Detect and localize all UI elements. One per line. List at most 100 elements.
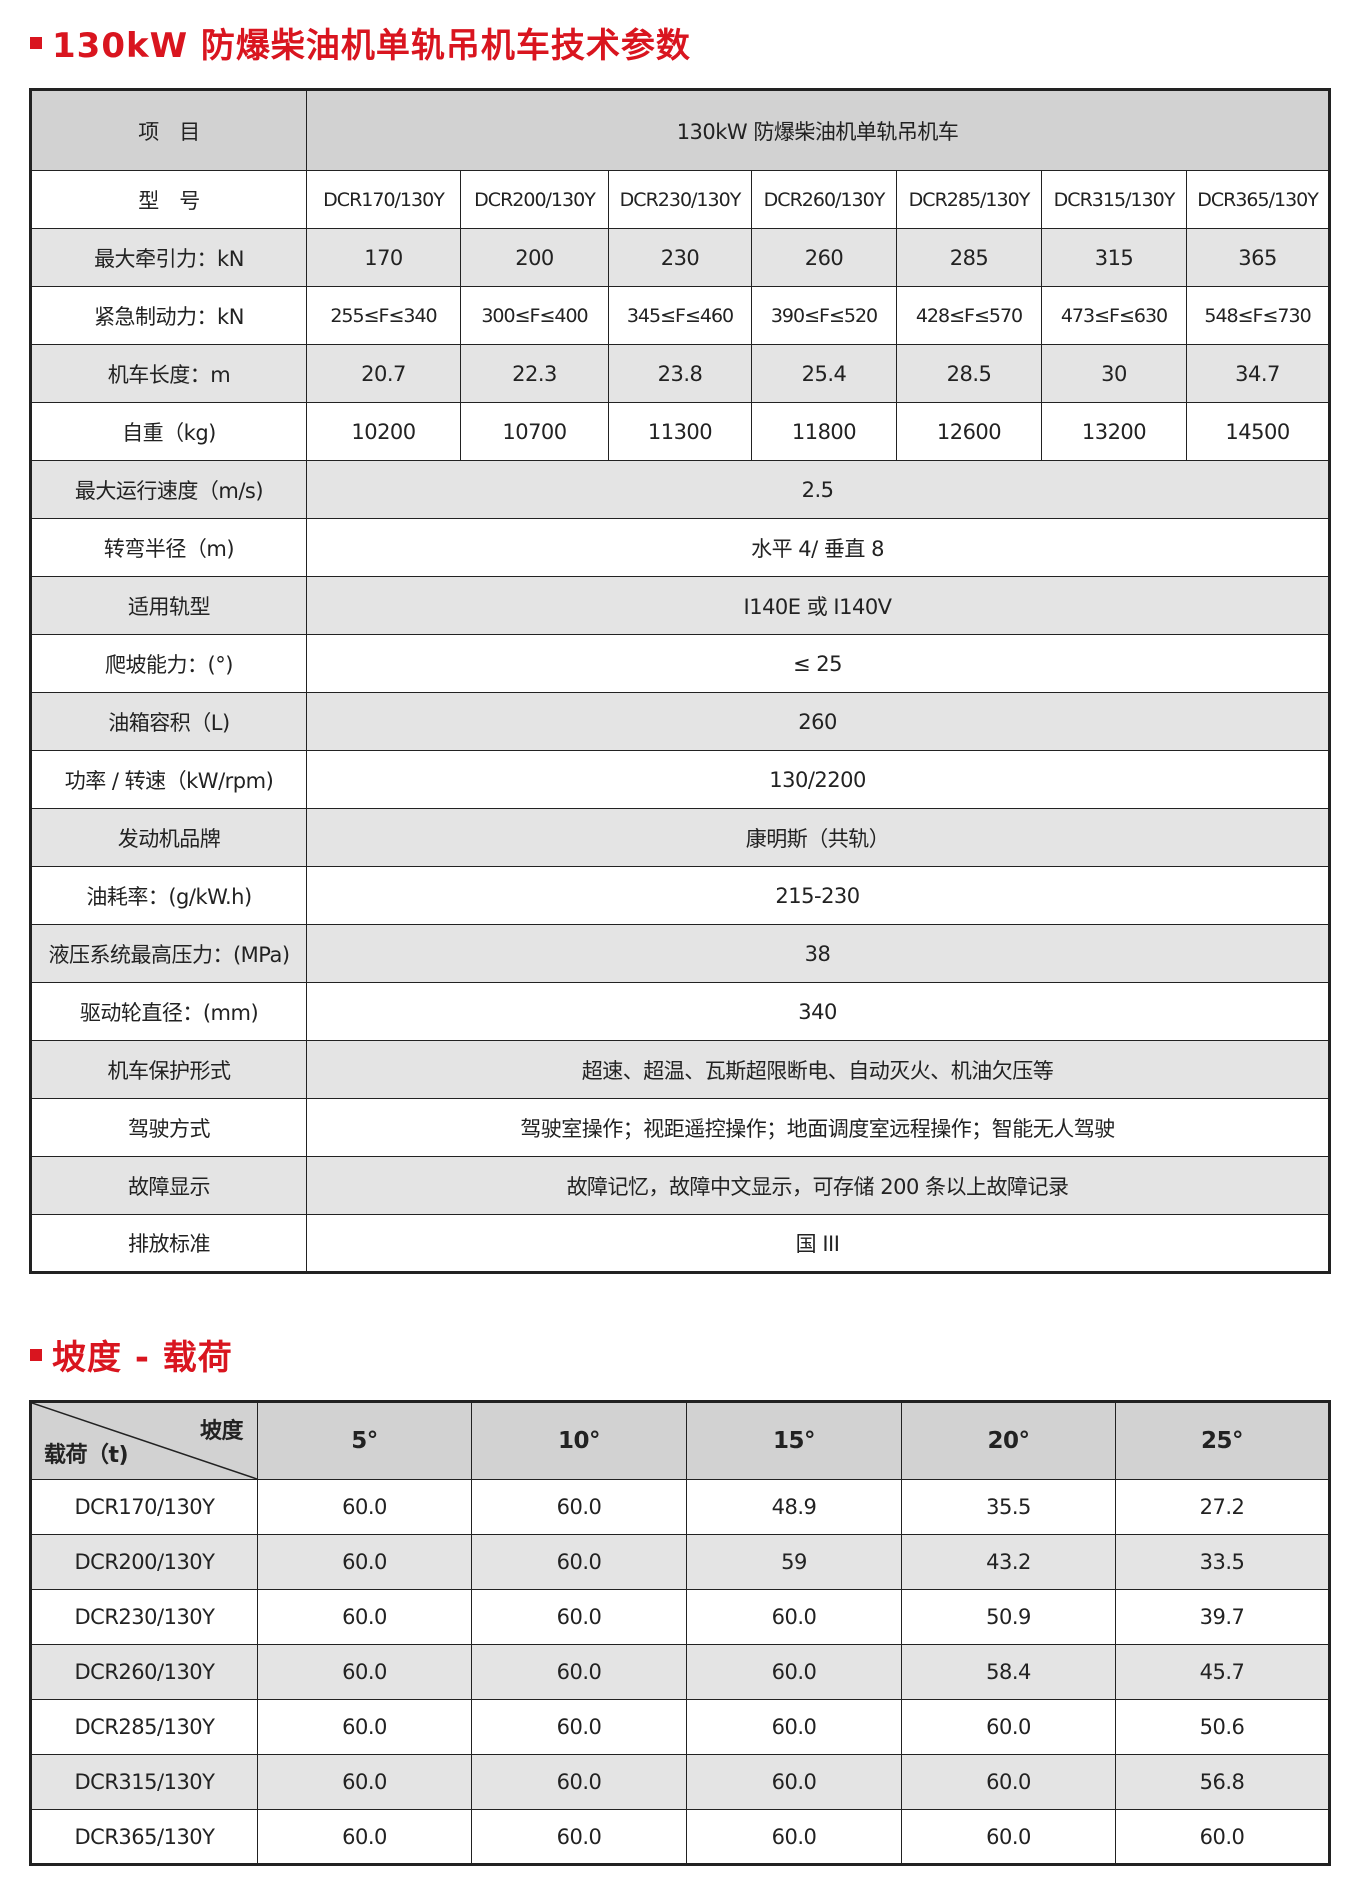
table-row: 驱动轮直径：(mm) 340 bbox=[30, 982, 1331, 1041]
table-row: DCR285/130Y 60.0 60.0 60.0 60.0 50.6 bbox=[30, 1699, 1330, 1755]
model-name: DCR260/130Y bbox=[751, 170, 897, 229]
cell-value: 428≤F≤570 bbox=[896, 286, 1042, 345]
table-row: 机车长度：m 20.7 22.3 23.8 25.4 28.5 30 34.7 bbox=[30, 344, 1331, 403]
row-model: DCR230/130Y bbox=[30, 1589, 258, 1645]
cell-value: 国 III bbox=[305, 1214, 1331, 1273]
model-name: DCR200/130Y bbox=[460, 170, 609, 229]
model-name: DCR365/130Y bbox=[1185, 170, 1331, 229]
bullet-square-icon bbox=[30, 1348, 42, 1361]
load-value: 60.0 bbox=[471, 1644, 687, 1700]
table-row: DCR315/130Y 60.0 60.0 60.0 60.0 56.8 bbox=[30, 1754, 1330, 1810]
table-row: 最大运行速度（m/s) 2.5 bbox=[30, 460, 1331, 519]
cell-value: 23.8 bbox=[608, 344, 752, 403]
row-label: 驱动轮直径：(mm) bbox=[30, 982, 307, 1041]
load-value: 60.0 bbox=[901, 1699, 1116, 1755]
cell-value: 230 bbox=[608, 228, 752, 287]
load-value: 39.7 bbox=[1115, 1589, 1330, 1645]
table-row: 油耗率：(g/kW.h) 215-230 bbox=[30, 866, 1331, 925]
cell-value: 11300 bbox=[608, 402, 752, 461]
cell-value: 10200 bbox=[306, 402, 461, 461]
table-row: 机车保护形式 超速、超温、瓦斯超限断电、自动灭火、机油欠压等 bbox=[30, 1040, 1331, 1099]
table-row: 自重（kg) 10200 10700 11300 11800 12600 13200 1450… bbox=[30, 402, 1331, 461]
section-title-specs: 130kW 防爆柴油机单轨吊机车技术参数 bbox=[30, 18, 691, 67]
cell-value: 驾驶室操作；视距遥控操作；地面调度室远程操作；智能无人驾驶 bbox=[305, 1098, 1331, 1157]
slope-header: 5° bbox=[257, 1401, 472, 1480]
cell-value: 超速、超温、瓦斯超限断电、自动灭火、机油欠压等 bbox=[305, 1040, 1331, 1099]
row-label: 机车长度：m bbox=[30, 344, 307, 403]
load-value: 50.9 bbox=[901, 1589, 1116, 1645]
row-label: 自重（kg) bbox=[30, 402, 307, 461]
slope-header: 20° bbox=[901, 1401, 1116, 1480]
load-value: 60.0 bbox=[686, 1754, 902, 1810]
table-row: 驾驶方式 驾驶室操作；视距遥控操作；地面调度室远程操作；智能无人驾驶 bbox=[30, 1098, 1331, 1157]
table-row: 最大牵引力：kN 170 200 230 260 285 315 365 bbox=[30, 228, 1331, 287]
table-row: DCR170/130Y 60.0 60.0 48.9 35.5 27.2 bbox=[30, 1479, 1330, 1535]
diagonal-line bbox=[32, 1403, 257, 1479]
cell-value: 12600 bbox=[896, 402, 1042, 461]
load-value: 60.0 bbox=[686, 1809, 902, 1865]
cell-value: 30 bbox=[1041, 344, 1187, 403]
load-value: 60.0 bbox=[901, 1754, 1116, 1810]
table-row: 液压系统最高压力：(MPa) 38 bbox=[30, 924, 1331, 983]
row-label: 机车保护形式 bbox=[30, 1040, 307, 1099]
cell-value: 340 bbox=[305, 982, 1331, 1041]
slope-header: 25° bbox=[1115, 1401, 1330, 1480]
load-value: 60.0 bbox=[257, 1809, 472, 1865]
row-model: DCR285/130Y bbox=[30, 1699, 258, 1755]
table-row: 油箱容积（L) 260 bbox=[30, 692, 1331, 751]
cell-value: 130/2200 bbox=[305, 750, 1331, 809]
load-value: 60.0 bbox=[901, 1809, 1116, 1865]
table-row: 转弯半径（m) 水平 4/ 垂直 8 bbox=[30, 518, 1331, 577]
specs-table: 项 目 130kW 防爆柴油机单轨吊机车 型 号 DCR170/130Y DCR2… bbox=[29, 88, 1332, 1274]
load-value: 58.4 bbox=[901, 1644, 1116, 1700]
model-name: DCR170/130Y bbox=[306, 170, 461, 229]
model-name: DCR285/130Y bbox=[896, 170, 1042, 229]
load-value: 27.2 bbox=[1115, 1479, 1330, 1535]
cell-value: 255≤F≤340 bbox=[306, 286, 461, 345]
row-model: DCR365/130Y bbox=[30, 1809, 258, 1865]
header-row: 项 目 130kW 防爆柴油机单轨吊机车 bbox=[30, 89, 1331, 171]
load-value: 60.0 bbox=[686, 1644, 902, 1700]
cell-value: 34.7 bbox=[1185, 344, 1331, 403]
cell-value: 548≤F≤730 bbox=[1185, 286, 1331, 345]
table-row: DCR200/130Y 60.0 60.0 59 43.2 33.5 bbox=[30, 1534, 1330, 1590]
table-row: 排放标准国 III bbox=[30, 1214, 1331, 1273]
load-value: 60.0 bbox=[471, 1589, 687, 1645]
table-row: DCR260/130Y 60.0 60.0 60.0 58.4 45.7 bbox=[30, 1644, 1330, 1700]
model-name: DCR315/130Y bbox=[1041, 170, 1187, 229]
cell-value: 473≤F≤630 bbox=[1041, 286, 1187, 345]
cell-value: 285 bbox=[896, 228, 1042, 287]
row-label: 油箱容积（L) bbox=[30, 692, 307, 751]
load-value: 60.0 bbox=[686, 1589, 902, 1645]
cell-value: 300≤F≤400 bbox=[460, 286, 609, 345]
model-row: 型 号 DCR170/130Y DCR200/130Y DCR230/130Y DCR… bbox=[30, 170, 1331, 229]
load-value: 60.0 bbox=[471, 1754, 687, 1810]
row-label: 转弯半径（m) bbox=[30, 518, 307, 577]
cell-value: I140E 或 I140V bbox=[305, 576, 1331, 635]
row-label: 爬坡能力：(°) bbox=[30, 634, 307, 693]
load-value: 60.0 bbox=[471, 1699, 687, 1755]
cell-value: 38 bbox=[305, 924, 1331, 983]
cell-value: 365 bbox=[1185, 228, 1331, 287]
table-row: 功率 / 转速（kW/rpm) 130/2200 bbox=[30, 750, 1331, 809]
row-label: 紧急制动力：kN bbox=[30, 286, 307, 345]
section-title-text: 坡度 - 载荷 bbox=[52, 1338, 233, 1378]
load-value: 59 bbox=[686, 1534, 902, 1590]
table-row: 适用轨型 I140E 或 I140V bbox=[30, 576, 1331, 635]
load-value: 60.0 bbox=[257, 1644, 472, 1700]
corner-cell: 坡度 载荷（t) bbox=[30, 1401, 258, 1480]
load-value: 60.0 bbox=[257, 1699, 472, 1755]
load-value: 60.0 bbox=[257, 1534, 472, 1590]
row-model: DCR170/130Y bbox=[30, 1479, 258, 1535]
load-value: 60.0 bbox=[471, 1809, 687, 1865]
load-value: 48.9 bbox=[686, 1479, 902, 1535]
cell-value: 315 bbox=[1041, 228, 1187, 287]
cell-value: ≤ 25 bbox=[305, 634, 1331, 693]
cell-value: 22.3 bbox=[460, 344, 609, 403]
cell-value: 345≤F≤460 bbox=[608, 286, 752, 345]
row-label: 驾驶方式 bbox=[30, 1098, 307, 1157]
load-value: 60.0 bbox=[1115, 1809, 1330, 1865]
cell-value: 215-230 bbox=[305, 866, 1331, 925]
row-label: 适用轨型 bbox=[30, 576, 307, 635]
load-value: 60.0 bbox=[257, 1479, 472, 1535]
